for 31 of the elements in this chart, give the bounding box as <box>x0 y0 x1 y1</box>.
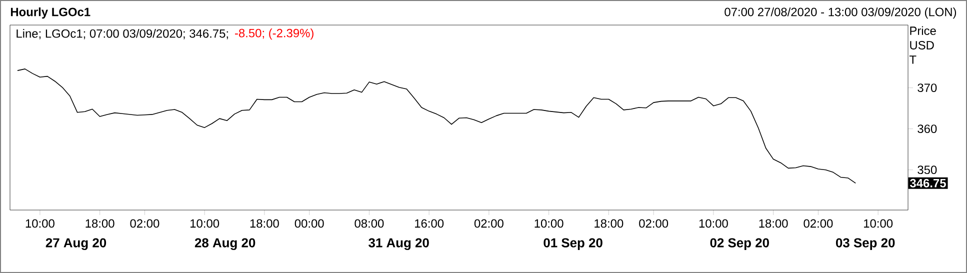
x-tick-label: 10:00 <box>190 219 220 228</box>
y-tick-label: 370 <box>918 84 937 92</box>
text: 27 Aug 20 <box>46 238 106 250</box>
y-axis-title: Price USD T <box>909 26 936 64</box>
text: 01 Sep 20 <box>544 238 602 250</box>
x-tick-label: 10:00 <box>699 219 728 228</box>
x-tick-label: 02:00 <box>130 219 160 228</box>
y-tick-label: 350 <box>918 166 937 174</box>
x-tick-label: 08:00 <box>354 219 384 228</box>
text: 03 Sep 20 <box>836 238 895 250</box>
annotation: -8.50; (-2.39%) <box>234 28 314 40</box>
x-tick-label: 10:00 <box>26 219 54 228</box>
x-tick-label: 02:00 <box>639 219 668 228</box>
x-tick-label: 10:00 <box>864 219 893 228</box>
text: 07:00 27/08/2020 - 13:00 03/09/2020 (LON) <box>724 7 956 19</box>
x-tick-label: 18:00 <box>594 219 624 228</box>
x-tick-label: 18:00 <box>250 219 279 228</box>
x-tick-label: 10:00 <box>534 219 564 228</box>
x-tick-label: 02:00 <box>474 219 504 228</box>
text: 31 Aug 20 <box>368 238 429 250</box>
x-tick-label: 18:00 <box>759 219 788 228</box>
text: 02 Sep 20 <box>710 238 769 250</box>
chart-title: Hourly LGOc1 <box>10 7 90 19</box>
chart-subtitle: Line; LGOc1; 07:00 03/09/2020; 346.75; <box>16 29 228 40</box>
x-tick-label: 02:00 <box>804 219 833 228</box>
x-tick-label: 16:00 <box>415 219 444 228</box>
x-tick-label: 00:00 <box>294 219 324 228</box>
text: 28 Aug 20 <box>194 238 256 250</box>
x-tick-label: 18:00 <box>86 219 114 228</box>
y-tick-label: 360 <box>918 124 937 134</box>
text: 346.75 <box>910 178 946 188</box>
